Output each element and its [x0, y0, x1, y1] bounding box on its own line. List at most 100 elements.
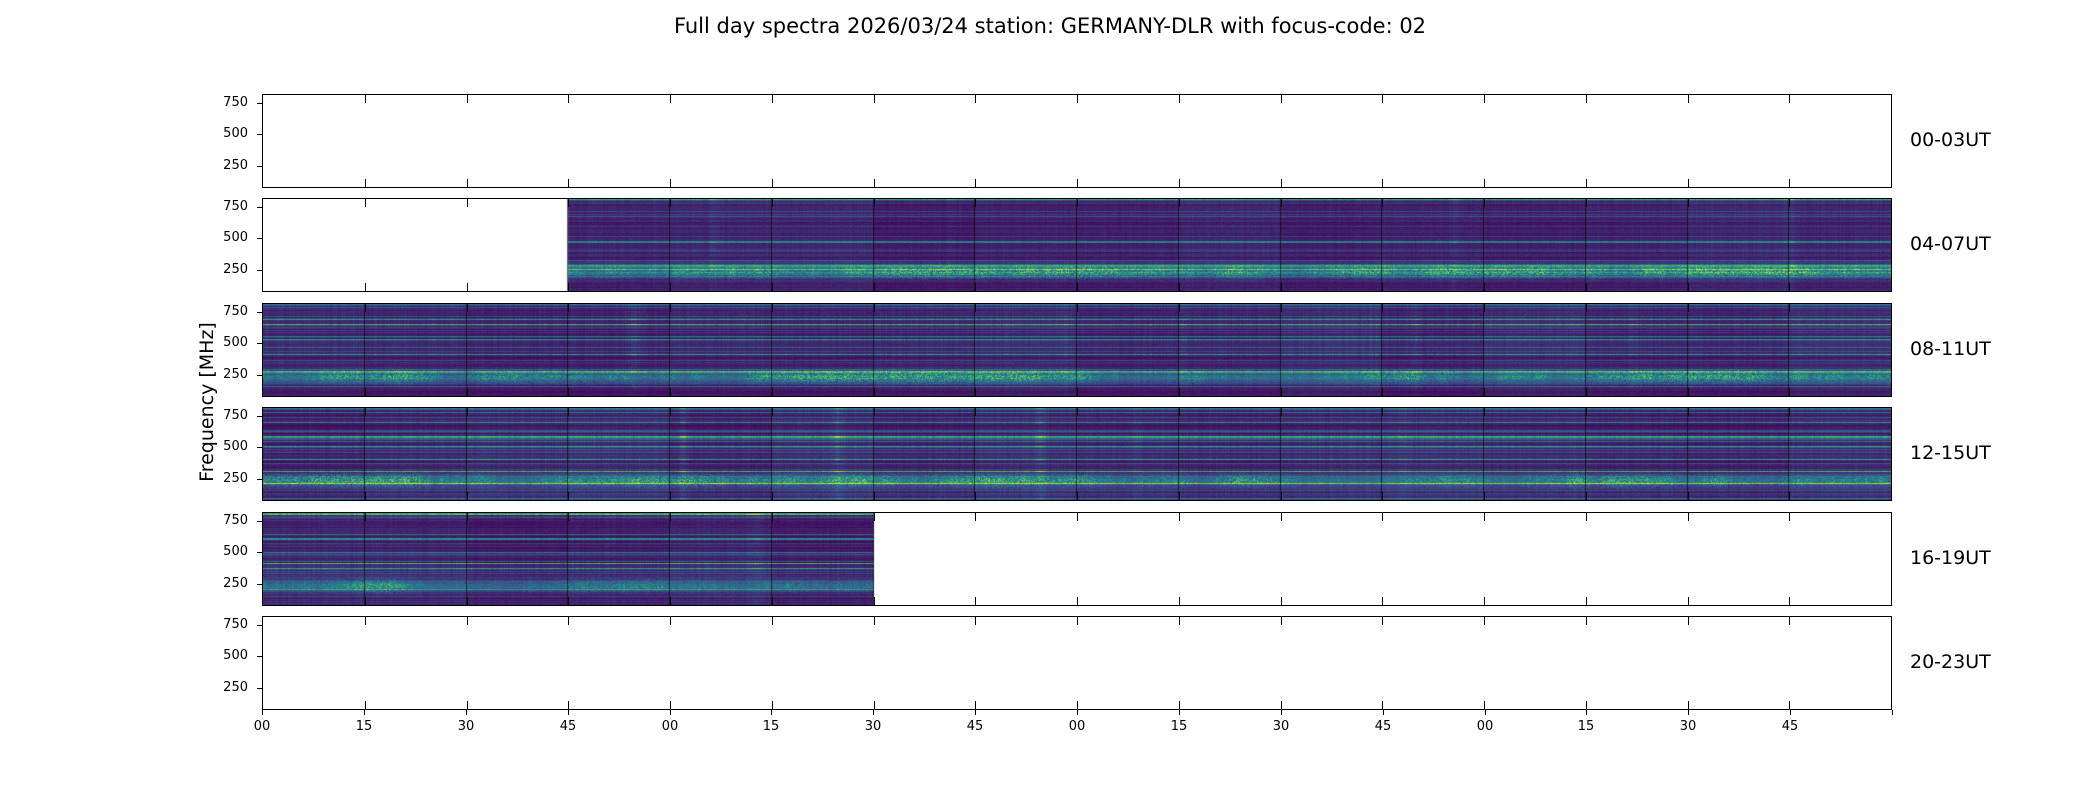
x-tick-label: 00	[1068, 719, 1086, 734]
segment-tick	[1789, 199, 1790, 207]
segment-tick	[467, 408, 468, 416]
y-tick-label: 250	[223, 680, 248, 695]
segment-tick	[772, 513, 773, 521]
row-label-04-07UT: 04-07UT	[1910, 233, 1991, 255]
segment-tick	[670, 95, 671, 103]
segment-tick	[568, 283, 569, 291]
segment-tick	[1382, 617, 1383, 625]
y-tick-mark	[257, 312, 262, 313]
segment-tick	[670, 597, 671, 605]
segment-tick	[670, 617, 671, 625]
x-tick-label: 15	[1170, 719, 1188, 734]
segment-tick	[1789, 701, 1790, 709]
x-tick-label: 45	[1781, 719, 1799, 734]
segment-tick	[1586, 199, 1587, 207]
x-tick-mark	[262, 710, 263, 715]
y-tick-mark	[257, 656, 262, 657]
segment-tick	[1586, 95, 1587, 103]
segment-tick	[1382, 513, 1383, 521]
segment-tick	[365, 199, 366, 207]
y-tick-mark	[257, 625, 262, 626]
segment-tick	[1586, 513, 1587, 521]
y-tick-mark	[257, 270, 262, 271]
y-tick-label: 750	[223, 617, 248, 632]
segment-tick	[874, 408, 875, 416]
segment-tick	[1281, 513, 1282, 521]
segment-tick	[772, 492, 773, 500]
segment-tick	[670, 179, 671, 187]
segment-tick	[568, 597, 569, 605]
segment-tick	[975, 597, 976, 605]
segment-tick	[1688, 179, 1689, 187]
segment-tick	[1179, 617, 1180, 625]
segment-tick	[1179, 408, 1180, 416]
y-tick-label: 750	[223, 513, 248, 528]
segment-tick	[1484, 199, 1485, 207]
segment-tick	[670, 408, 671, 416]
segment-tick	[1688, 408, 1689, 416]
segment-tick	[467, 617, 468, 625]
x-tick-label: 30	[457, 719, 475, 734]
x-tick-mark	[771, 710, 772, 715]
segment-tick	[975, 95, 976, 103]
segment-tick	[1077, 388, 1078, 396]
segment-tick	[772, 408, 773, 416]
y-tick-mark	[257, 103, 262, 104]
segment-tick	[1382, 492, 1383, 500]
segment-tick	[1789, 283, 1790, 291]
segment-tick	[1688, 492, 1689, 500]
segment-tick	[1179, 95, 1180, 103]
segment-tick	[975, 304, 976, 312]
segment-tick	[975, 617, 976, 625]
y-tick-label: 750	[223, 199, 248, 214]
segment-tick	[1484, 492, 1485, 500]
segment-tick	[568, 617, 569, 625]
segment-tick	[1688, 388, 1689, 396]
segment-tick	[467, 283, 468, 291]
x-tick-mark	[1179, 710, 1180, 715]
spectrogram-canvas-20-23UT	[263, 617, 1891, 709]
segment-tick	[467, 304, 468, 312]
x-tick-label: 30	[1679, 719, 1697, 734]
segment-tick	[975, 388, 976, 396]
segment-tick	[365, 597, 366, 605]
chart-title: Full day spectra 2026/03/24 station: GER…	[673, 14, 1427, 38]
segment-tick	[670, 304, 671, 312]
y-tick-mark	[257, 416, 262, 417]
segment-tick	[365, 304, 366, 312]
segment-tick	[365, 388, 366, 396]
segment-tick	[975, 199, 976, 207]
segment-tick	[1281, 95, 1282, 103]
segment-tick	[1382, 388, 1383, 396]
row-label-16-19UT: 16-19UT	[1910, 547, 1991, 569]
spectrogram-canvas-00-03UT	[263, 95, 1891, 187]
x-tick-mark	[1892, 710, 1893, 715]
segment-tick	[1179, 199, 1180, 207]
segment-tick	[467, 199, 468, 207]
segment-tick	[772, 388, 773, 396]
segment-tick	[1688, 617, 1689, 625]
segment-tick	[365, 179, 366, 187]
y-tick-label: 750	[223, 95, 248, 110]
x-tick-mark	[1790, 710, 1791, 715]
segment-tick	[1077, 492, 1078, 500]
spectrogram-panel-12-15UT	[262, 407, 1892, 501]
x-tick-mark	[466, 710, 467, 715]
x-tick-label: 30	[1272, 719, 1290, 734]
segment-tick	[1179, 283, 1180, 291]
segment-tick	[1179, 597, 1180, 605]
segment-tick	[1789, 388, 1790, 396]
segment-tick	[1688, 304, 1689, 312]
segment-tick	[1586, 283, 1587, 291]
spectrogram-canvas-04-07UT	[263, 199, 1891, 291]
y-tick-label: 250	[223, 576, 248, 591]
segment-tick	[1382, 199, 1383, 207]
y-tick-mark	[257, 375, 262, 376]
segment-tick	[365, 513, 366, 521]
x-tick-mark	[1281, 710, 1282, 715]
segment-tick	[365, 701, 366, 709]
segment-tick	[1586, 597, 1587, 605]
y-tick-label: 750	[223, 304, 248, 319]
spectrogram-panel-04-07UT	[262, 198, 1892, 292]
x-tick-label: 45	[559, 719, 577, 734]
